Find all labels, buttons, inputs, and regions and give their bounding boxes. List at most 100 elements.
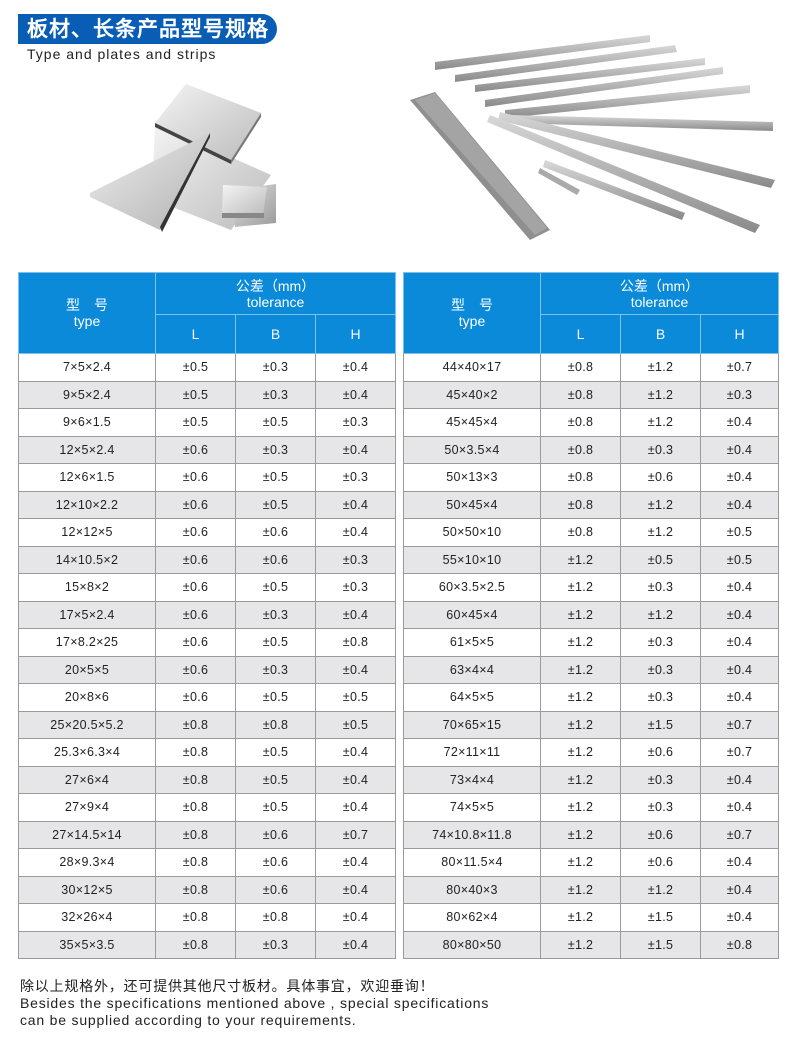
tolerance-h-cell: ±0.3 xyxy=(314,408,397,437)
type-cell: 15×8×2 xyxy=(18,573,156,602)
tolerance-b-cell: ±0.5 xyxy=(235,765,316,794)
tolerance-l-cell: ±1.2 xyxy=(540,683,621,712)
table-row: 14×10.5×2 ±0.6 ±0.6 ±0.3 xyxy=(18,545,397,574)
tolerance-b-cell: ±0.3 xyxy=(620,793,701,822)
tolerance-h-cell: ±0.4 xyxy=(699,655,780,684)
tolerance-h-cell: ±0.4 xyxy=(314,903,397,932)
tolerance-l-cell: ±0.6 xyxy=(155,628,236,657)
col-l-header: L xyxy=(155,314,236,354)
type-cell: 9×5×2.4 xyxy=(18,380,156,409)
tolerance-l-cell: ±0.6 xyxy=(155,600,236,629)
tolerance-h-cell: ±0.7 xyxy=(699,710,780,739)
type-cell: 17×5×2.4 xyxy=(18,600,156,629)
tolerance-b-cell: ±0.5 xyxy=(235,408,316,437)
type-header-cn: 型 号 xyxy=(66,297,108,313)
tolerance-h-cell: ±0.4 xyxy=(699,490,780,519)
tolerance-l-cell: ±1.2 xyxy=(540,573,621,602)
type-cell: 70×65×15 xyxy=(403,710,541,739)
table-row: 20×5×5 ±0.6 ±0.3 ±0.4 xyxy=(18,655,397,684)
type-cell: 14×10.5×2 xyxy=(18,545,156,574)
tolerance-h-cell: ±0.4 xyxy=(314,490,397,519)
table-row: 17×8.2×25 ±0.6 ±0.5 ±0.8 xyxy=(18,628,397,657)
page-title: 板材、长条产品型号规格 xyxy=(18,14,277,44)
tolerance-b-cell: ±0.5 xyxy=(235,490,316,519)
type-cell: 50×3.5×4 xyxy=(403,435,541,464)
tolerance-l-cell: ±1.2 xyxy=(540,655,621,684)
table-row: 15×8×2 ±0.6 ±0.5 ±0.3 xyxy=(18,573,397,602)
type-header-en: type xyxy=(458,313,486,329)
tolerance-h-cell: ±0.4 xyxy=(699,848,780,877)
tolerance-l-cell: ±0.5 xyxy=(155,353,236,382)
tolerance-l-cell: ±1.2 xyxy=(540,875,621,904)
col-h-header: H xyxy=(314,314,397,354)
type-cell: 12×6×1.5 xyxy=(18,463,156,492)
type-header-en: type xyxy=(73,313,101,329)
tolerance-h-cell: ±0.4 xyxy=(314,738,397,767)
tolerance-b-cell: ±1.2 xyxy=(620,408,701,437)
type-cell: 50×13×3 xyxy=(403,463,541,492)
tolerance-l-cell: ±0.8 xyxy=(540,353,621,382)
table-row: 74×10.8×11.8 ±1.2 ±0.6 ±0.7 xyxy=(403,820,780,849)
type-cell: 64×5×5 xyxy=(403,683,541,712)
table-row: 55×10×10 ±1.2 ±0.5 ±0.5 xyxy=(403,545,780,574)
tolerance-b-cell: ±0.3 xyxy=(620,655,701,684)
tolerance-l-cell: ±0.8 xyxy=(540,408,621,437)
tolerance-l-cell: ±1.2 xyxy=(540,848,621,877)
tolerance-b-cell: ±0.6 xyxy=(235,518,316,547)
table-row: 27×14.5×14 ±0.8 ±0.6 ±0.7 xyxy=(18,820,397,849)
table-row: 45×45×4 ±0.8 ±1.2 ±0.4 xyxy=(403,408,780,437)
table-row: 7×5×2.4 ±0.5 ±0.3 ±0.4 xyxy=(18,353,397,382)
table-row: 73×4×4 ±1.2 ±0.3 ±0.4 xyxy=(403,765,780,794)
strips-photo xyxy=(410,35,775,240)
table-row: 12×5×2.4 ±0.6 ±0.3 ±0.4 xyxy=(18,435,397,464)
tolerance-h-cell: ±0.5 xyxy=(699,518,780,547)
tolerance-b-cell: ±0.3 xyxy=(620,435,701,464)
tolerance-b-cell: ±1.2 xyxy=(620,490,701,519)
tolerance-l-cell: ±1.2 xyxy=(540,793,621,822)
tolerance-l-cell: ±0.6 xyxy=(155,518,236,547)
tolerance-l-cell: ±0.8 xyxy=(155,710,236,739)
type-cell: 12×5×2.4 xyxy=(18,435,156,464)
type-cell: 45×45×4 xyxy=(403,408,541,437)
table-row: 63×4×4 ±1.2 ±0.3 ±0.4 xyxy=(403,655,780,684)
tolerance-h-cell: ±0.4 xyxy=(699,903,780,932)
type-cell: 9×6×1.5 xyxy=(18,408,156,437)
table-row: 50×13×3 ±0.8 ±0.6 ±0.4 xyxy=(403,463,780,492)
tolerance-l-cell: ±0.8 xyxy=(155,875,236,904)
tolerance-b-cell: ±1.2 xyxy=(620,518,701,547)
table-row: 17×5×2.4 ±0.6 ±0.3 ±0.4 xyxy=(18,600,397,629)
tolerance-h-cell: ±0.4 xyxy=(314,518,397,547)
table-row: 28×9.3×4 ±0.8 ±0.6 ±0.4 xyxy=(18,848,397,877)
table-row: 64×5×5 ±1.2 ±0.3 ±0.4 xyxy=(403,683,780,712)
type-cell: 44×40×17 xyxy=(403,353,541,382)
tolerance-h-cell: ±0.3 xyxy=(314,545,397,574)
tolerance-h-cell: ±0.4 xyxy=(314,600,397,629)
tolerance-h-cell: ±0.4 xyxy=(699,435,780,464)
tolerance-b-cell: ±0.6 xyxy=(620,463,701,492)
tolerance-h-cell: ±0.4 xyxy=(314,848,397,877)
tolerance-l-cell: ±1.2 xyxy=(540,765,621,794)
table-row: 9×5×2.4 ±0.5 ±0.3 ±0.4 xyxy=(18,380,397,409)
tolerance-l-cell: ±0.5 xyxy=(155,380,236,409)
table-row: 72×11×11 ±1.2 ±0.6 ±0.7 xyxy=(403,738,780,767)
tolerance-l-cell: ±0.5 xyxy=(155,408,236,437)
type-cell: 72×11×11 xyxy=(403,738,541,767)
tolerance-b-cell: ±0.3 xyxy=(620,628,701,657)
col-h-header: H xyxy=(699,314,780,354)
type-cell: 73×4×4 xyxy=(403,765,541,794)
table-row: 12×6×1.5 ±0.6 ±0.5 ±0.3 xyxy=(18,463,397,492)
type-cell: 28×9.3×4 xyxy=(18,848,156,877)
type-cell: 63×4×4 xyxy=(403,655,541,684)
type-cell: 27×14.5×14 xyxy=(18,820,156,849)
footer-note-cn: 除以上规格外，还可提供其他尺寸板材。具体事宜，欢迎垂询！ xyxy=(20,978,435,994)
tolerance-h-cell: ±0.8 xyxy=(314,628,397,657)
tolerance-h-cell: ±0.4 xyxy=(699,793,780,822)
tolerance-b-cell: ±0.3 xyxy=(620,573,701,602)
tolerance-h-cell: ±0.7 xyxy=(699,353,780,382)
tolerance-h-cell: ±0.4 xyxy=(699,463,780,492)
type-cell: 60×3.5×2.5 xyxy=(403,573,541,602)
tolerance-l-cell: ±0.6 xyxy=(155,435,236,464)
tolerance-h-cell: ±0.4 xyxy=(699,600,780,629)
type-cell: 35×5×3.5 xyxy=(18,930,156,959)
tolerance-h-cell: ±0.4 xyxy=(314,765,397,794)
